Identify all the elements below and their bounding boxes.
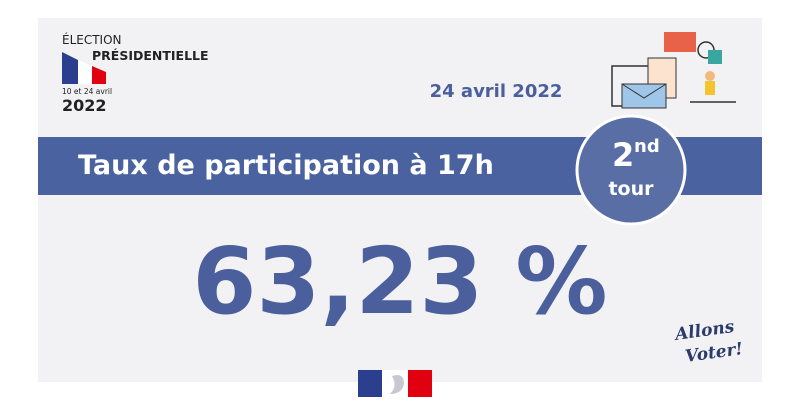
envelope — [621, 83, 667, 109]
date: 24 avril 2022 — [430, 81, 563, 102]
person-body — [705, 81, 715, 95]
banner-title: Taux de participation à 17h — [78, 150, 494, 181]
person-head — [705, 71, 715, 81]
flag-blue — [62, 52, 78, 84]
logo-dates: 10 et 24 avril — [62, 87, 112, 96]
envelope-flap — [621, 83, 667, 99]
flag-white — [78, 60, 92, 84]
bubble-teal — [708, 50, 722, 64]
logo-red — [408, 370, 432, 397]
logo-line1: ÉLECTION — [62, 32, 122, 47]
flag-red — [92, 66, 106, 84]
result: 63,23 % — [192, 228, 607, 335]
illustration — [611, 32, 736, 109]
badge-label: tour — [608, 178, 654, 200]
logo-year: 2022 — [62, 96, 107, 115]
logo-flag — [62, 52, 106, 84]
bubble-red — [664, 32, 696, 52]
logo-blue — [358, 370, 382, 397]
logo-line2: PRÉSIDENTIELLE — [92, 48, 209, 63]
marianne-logo — [358, 370, 432, 397]
badge — [575, 114, 687, 226]
badge-suffix: nd — [634, 136, 660, 157]
logo-profile — [390, 375, 404, 394]
badge-round: 2 — [612, 136, 634, 174]
